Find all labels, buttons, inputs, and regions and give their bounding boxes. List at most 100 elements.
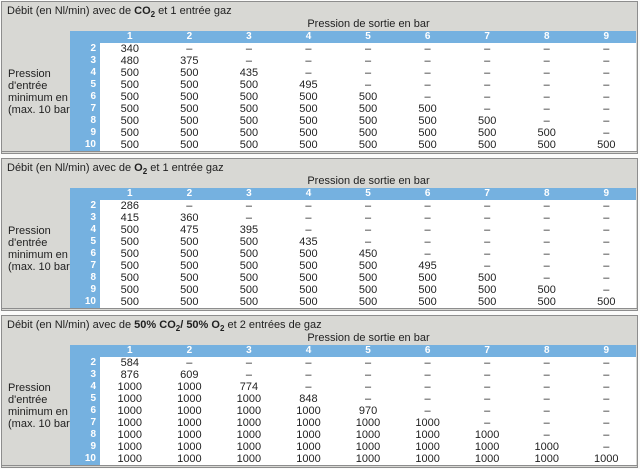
flow-value-cell: – [159,357,220,369]
flow-value-cell: 500 [457,139,517,151]
flow-value-cell: – [457,103,517,115]
flow-value-cell: 500 [516,139,577,151]
flow-value-cell: 1000 [159,453,220,465]
flow-value-cell: – [397,67,458,79]
flow-value-cell: 1000 [100,393,160,405]
inlet-pressure-row-header: 2 [70,200,100,212]
table-row: 4 500 500 435– – – – – – [70,67,637,79]
outlet-pressure-col-header: 3 [219,31,279,43]
inlet-pressure-label: Pression d'entrée minimum en bar (max. 10 b… [8,382,87,430]
flow-value-cell: 500 [159,67,220,79]
flow-value-cell: 500 [219,260,279,272]
flow-table-block-o2: Débit (en Nl/min) avec de O2 et 1 entrée… [1,158,638,311]
flow-value-cell: 1000 [338,441,398,453]
flow-value-cell: 360 [159,212,220,224]
flow-value-cell: – [397,248,458,260]
flow-value-cell: 1000 [159,417,220,429]
flow-value-cell: 1000 [100,441,160,453]
flow-value-cell: – [516,369,577,381]
flow-value-cell: 1000 [457,429,517,441]
flow-value-cell: 500 [219,115,279,127]
flow-value-cell: – [576,284,637,296]
inlet-pressure-row-header: 6 [70,91,100,103]
flow-value-cell: 435 [278,236,339,248]
flow-value-cell: – [457,79,517,91]
flow-value-cell: – [457,405,517,417]
inlet-pressure-row-header: 6 [70,248,100,260]
flow-value-cell: 500 [278,103,339,115]
table-row: 8 500 500 500 500 500 500 500– – [70,115,637,127]
outlet-pressure-col-header: 3 [219,345,279,357]
flow-value-cell: 500 [100,296,160,308]
flow-value-cell: 1000 [278,441,339,453]
flow-value-cell: – [457,381,517,393]
flow-value-cell: – [338,79,398,91]
outlet-pressure-col-header: 2 [159,188,220,200]
flow-value-cell: 500 [100,91,160,103]
table-title: Débit (en Nl/min) avec de O2 et 1 entrée… [7,162,224,176]
flow-value-cell: – [219,43,279,55]
inlet-pressure-row-header: 10 [70,453,100,465]
outlet-pressure-col-header: 8 [516,345,577,357]
flow-value-cell: – [338,67,398,79]
flow-value-cell: 500 [338,272,398,284]
inlet-pressure-row-header: 4 [70,67,100,79]
outlet-pressure-header: Pression de sortie en bar [307,18,430,30]
table-row: 3 415 360– – – – – – – [70,212,637,224]
flow-value-cell: 1000 [338,417,398,429]
flow-value-cell: – [516,115,577,127]
flow-value-cell: 500 [159,91,220,103]
flow-value-cell: – [219,55,279,67]
flow-value-cell: 500 [338,91,398,103]
inlet-pressure-label: Pression d'entrée minimum en bar (max. 10 b… [8,225,87,273]
flow-value-cell: – [576,405,637,417]
flow-value-cell: – [576,127,637,139]
flow-value-cell: 1000 [219,429,279,441]
flow-value-cell: – [278,67,339,79]
flow-value-cell: 1000 [100,381,160,393]
outlet-pressure-col-header: 7 [457,345,517,357]
table-row: 5 500 500 500 435– – – – – [70,236,637,248]
flow-value-cell: – [576,79,637,91]
outlet-pressure-col-header: 6 [397,31,458,43]
flow-value-cell: 500 [397,296,458,308]
flow-value-cell: 500 [100,260,160,272]
flow-value-cell: 876 [100,369,160,381]
flow-value-cell: 1000 [338,429,398,441]
flow-value-cell: 500 [338,296,398,308]
flow-value-cell: – [338,200,398,212]
outlet-pressure-col-header: 4 [278,345,339,357]
table-title-segment: Débit (en Nl/min) avec de [7,5,135,17]
flow-value-cell: 500 [100,248,160,260]
table-row: 8 500 500 500 500 500 500 500– – [70,272,637,284]
flow-value-cell: – [516,429,577,441]
table-title-segment: 50% CO [134,319,176,331]
inlet-pressure-row-header: 9 [70,284,100,296]
flow-value-cell: 375 [159,55,220,67]
outlet-pressure-col-header: 9 [576,188,637,200]
flow-value-cell: – [219,357,279,369]
flow-value-cell: – [576,55,637,67]
inlet-pressure-row-header: 9 [70,441,100,453]
flow-value-cell: 500 [338,260,398,272]
flow-value-cell: 1000 [397,453,458,465]
flow-value-cell: – [397,43,458,55]
table-title-segment: 2 [175,324,181,334]
flow-table: 1 2 3 4 5 6 7 8 9 2 286– – – – – – – –3 415 360– – – – – – –4 500 4… [70,188,637,308]
flow-value-cell: 500 [516,127,577,139]
flow-value-cell: 500 [159,103,220,115]
flow-value-cell: – [516,55,577,67]
flow-value-cell: 1000 [159,393,220,405]
table-title-segment: Débit (en Nl/min) avec de [7,319,135,331]
outlet-pressure-col-header: 9 [576,345,637,357]
inlet-pressure-row-header: 8 [70,115,100,127]
flow-value-cell: 1000 [278,429,339,441]
flow-value-cell: 500 [457,284,517,296]
flow-value-cell: 848 [278,393,339,405]
outlet-pressure-header: Pression de sortie en bar [307,332,430,344]
inlet-pressure-row-header: 5 [70,236,100,248]
inlet-pressure-label-line: minimum en bar [8,92,87,104]
table-row: 6 500 500 500 500 500– – – – [70,91,637,103]
inlet-pressure-label-line: (max. 10 bar) [8,104,74,116]
flow-value-cell: – [397,381,458,393]
